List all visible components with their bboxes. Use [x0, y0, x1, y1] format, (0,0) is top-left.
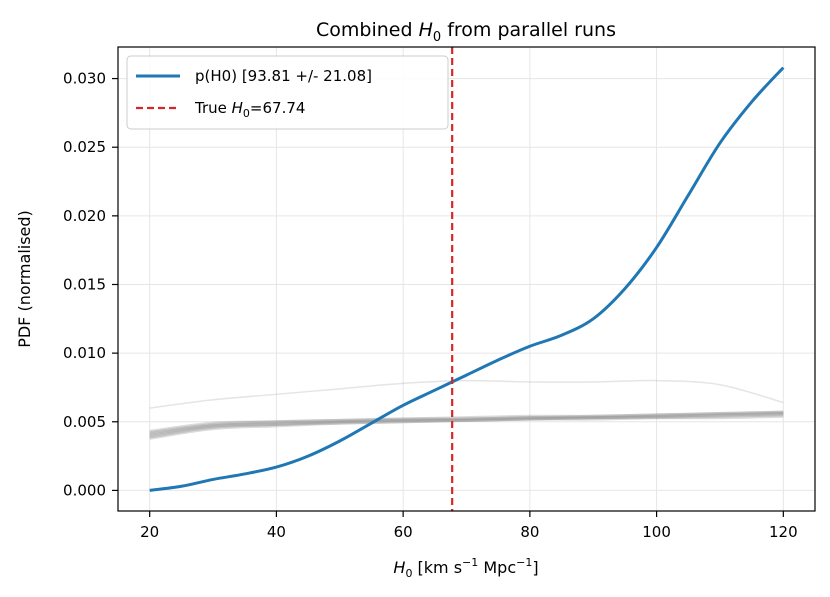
chart-title: Combined H0 from parallel runs	[316, 19, 616, 45]
chart-title-pre: Combined	[316, 19, 419, 41]
x-tick-label: 40	[267, 523, 286, 541]
x-axis-label-part-a: [km s	[412, 558, 462, 577]
legend-box	[126, 55, 449, 130]
x-tick-label: 80	[520, 523, 539, 541]
legend-label-true-h0: True H0=67.74	[194, 99, 305, 120]
posterior-series-line	[149, 66, 785, 492]
y-ticks: 0.000 0.005 0.010 0.015 0.020 0.025 0.030	[63, 70, 118, 499]
x-axis-label-superscript-2: −1	[516, 556, 532, 569]
legend-label-true-h0-symbol: H	[232, 99, 243, 117]
y-tick-label: 0.005	[63, 413, 106, 431]
background-run-line	[149, 410, 784, 433]
y-tick-label: 0.020	[63, 207, 106, 225]
x-axis-label-subscript: 0	[405, 567, 412, 580]
legend-label-true-h0-subscript: 0	[243, 107, 250, 120]
background-run-line	[149, 379, 784, 409]
series-lines	[149, 66, 785, 492]
background-run-line	[149, 413, 784, 439]
x-axis-label-part-c: ]	[532, 558, 538, 577]
chart-title-symbol: H	[419, 19, 433, 41]
plot-frame	[117, 46, 816, 512]
x-tick-label: 100	[642, 523, 671, 541]
x-tick-label: 60	[394, 523, 413, 541]
legend-label-posterior: p(H0) [93.81 +/- 21.08]	[195, 67, 372, 85]
legend-label-true-h0-pre: True	[194, 99, 232, 117]
y-tick-label: 0.010	[63, 344, 106, 362]
x-axis-label: H0 [km s−1 Mpc−1]	[393, 556, 538, 580]
x-tick-label: 120	[769, 523, 798, 541]
y-tick-label: 0.000	[63, 481, 106, 499]
x-axis-label-superscript-1: −1	[462, 556, 478, 569]
background-run-line	[149, 414, 784, 440]
x-axis-label-part-b: Mpc	[478, 558, 516, 577]
y-tick-label: 0.015	[63, 275, 106, 293]
y-axis-label: PDF (normalised)	[15, 210, 34, 348]
chart-title-post: from parallel runs	[441, 19, 616, 41]
x-axis-label-symbol: H	[393, 558, 405, 577]
x-tick-label: 20	[140, 523, 159, 541]
chart-title-subscript: 0	[433, 30, 441, 45]
background-run-line	[149, 410, 784, 435]
background-run-line	[149, 412, 784, 437]
x-ticks: 20 40 60 80 100 120	[140, 511, 798, 541]
legend: p(H0) [93.81 +/- 21.08] True H0=67.74	[126, 55, 449, 130]
y-tick-label: 0.025	[63, 138, 106, 156]
legend-label-true-h0-post: =67.74	[250, 99, 306, 117]
y-tick-label: 0.030	[63, 70, 106, 88]
background-run-curves	[149, 379, 784, 440]
background-run-line	[149, 412, 784, 436]
